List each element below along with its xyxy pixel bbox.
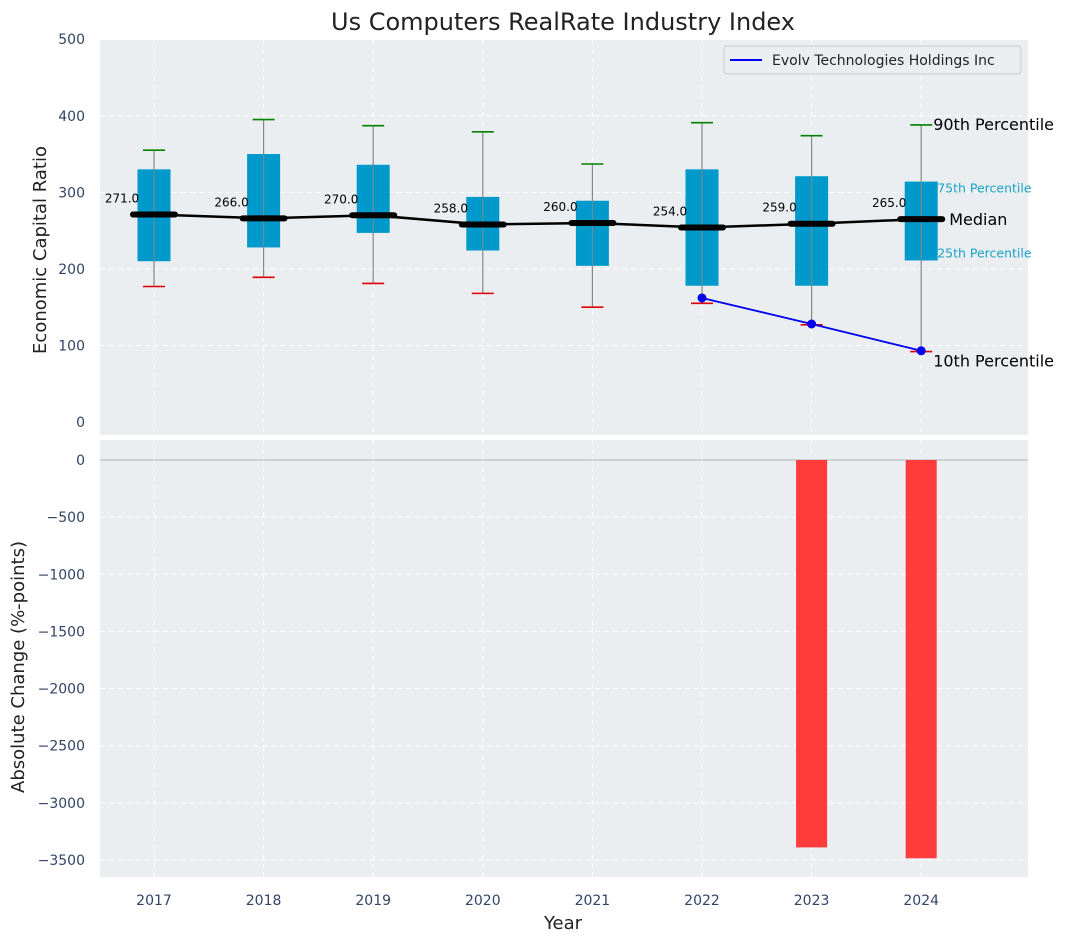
bottom-panel [100, 440, 1028, 877]
median-value-label: 258.0 [434, 201, 468, 215]
median-value-label: 259.0 [762, 201, 796, 215]
x-tick-label: 2017 [136, 893, 172, 909]
p75-annotation: 75th Percentile [937, 181, 1032, 196]
p10-annotation: 10th Percentile [933, 352, 1054, 371]
chart-title: Us Computers RealRate Industry Index [331, 8, 795, 36]
legend-box [723, 45, 1022, 75]
x-tick-label: 2018 [246, 893, 282, 909]
company-point [697, 293, 707, 303]
bottom-y-ticks: 0 −500 −1000 −1500 −2000 −2500 −3000 −3500 [38, 453, 85, 869]
bottom-y-tick-label: −2500 [38, 739, 85, 755]
bottom-y-tick-label: −3500 [38, 853, 85, 869]
box-2021 [575, 163, 609, 308]
box-plots [137, 118, 938, 353]
x-tick-label: 2019 [355, 893, 391, 909]
top-panel [100, 40, 1028, 435]
box-2018 [247, 118, 281, 279]
top-y-tick-label: 0 [76, 415, 85, 431]
box-2023 [795, 134, 829, 326]
x-tick-label: 2023 [794, 893, 830, 909]
percentile-labels: 90th Percentile 75th Percentile Median 25th… [933, 115, 1054, 371]
bottom-y-tick-label: −1500 [38, 624, 85, 640]
x-tick-label: 2024 [903, 893, 939, 909]
median-value-label: 270.0 [324, 192, 358, 206]
change-bar-2024 [905, 460, 937, 859]
top-y-axis-label: Economic Capital Ratio [30, 146, 51, 354]
top-y-ticks: 0 100 200 300 400 500 [58, 32, 85, 431]
x-ticks: 2017 2018 2019 2020 2021 2022 2023 2024 [136, 893, 939, 909]
top-y-tick-label: 300 [58, 185, 85, 201]
top-y-tick-label: 500 [58, 32, 85, 48]
median-value-label: 266.0 [214, 195, 248, 209]
p25-annotation: 25th Percentile [937, 245, 1032, 260]
bottom-y-axis-label: Absolute Change (%-points) [8, 541, 29, 793]
legend: Evolv Technologies Holdings Inc [723, 45, 1022, 75]
top-y-tick-label: 100 [58, 338, 85, 354]
company-series [697, 293, 926, 356]
median-value-label: 265.0 [872, 196, 906, 210]
company-point [807, 319, 817, 329]
median-line: 271.0 266.0 270.0 258.0 260.0 254.0 259.0 265.0 [105, 192, 946, 231]
bottom-y-tick-label: −1000 [38, 567, 85, 583]
company-point [916, 346, 926, 356]
change-bars [796, 460, 937, 859]
box-2019 [356, 124, 390, 285]
x-tick-label: 2022 [684, 893, 720, 909]
p90-annotation: 90th Percentile [933, 115, 1054, 134]
bottom-y-tick-label: −500 [47, 510, 85, 526]
median-value-label: 271.0 [105, 192, 139, 206]
bottom-y-tick-label: 0 [76, 453, 85, 469]
x-axis-label: Year [543, 913, 583, 934]
median-value-label: 254.0 [653, 205, 687, 219]
top-y-tick-label: 400 [58, 109, 85, 125]
change-bar-2023 [796, 460, 828, 848]
median-value-label: 260.0 [543, 200, 577, 214]
x-tick-label: 2020 [465, 893, 501, 909]
top-y-tick-label: 200 [58, 262, 85, 278]
median-annotation: Median [949, 210, 1007, 229]
legend-label: Evolv Technologies Holdings Inc [772, 53, 995, 69]
bottom-y-tick-label: −3000 [38, 796, 85, 812]
x-tick-label: 2021 [575, 893, 611, 909]
bottom-y-tick-label: −2000 [38, 682, 85, 698]
